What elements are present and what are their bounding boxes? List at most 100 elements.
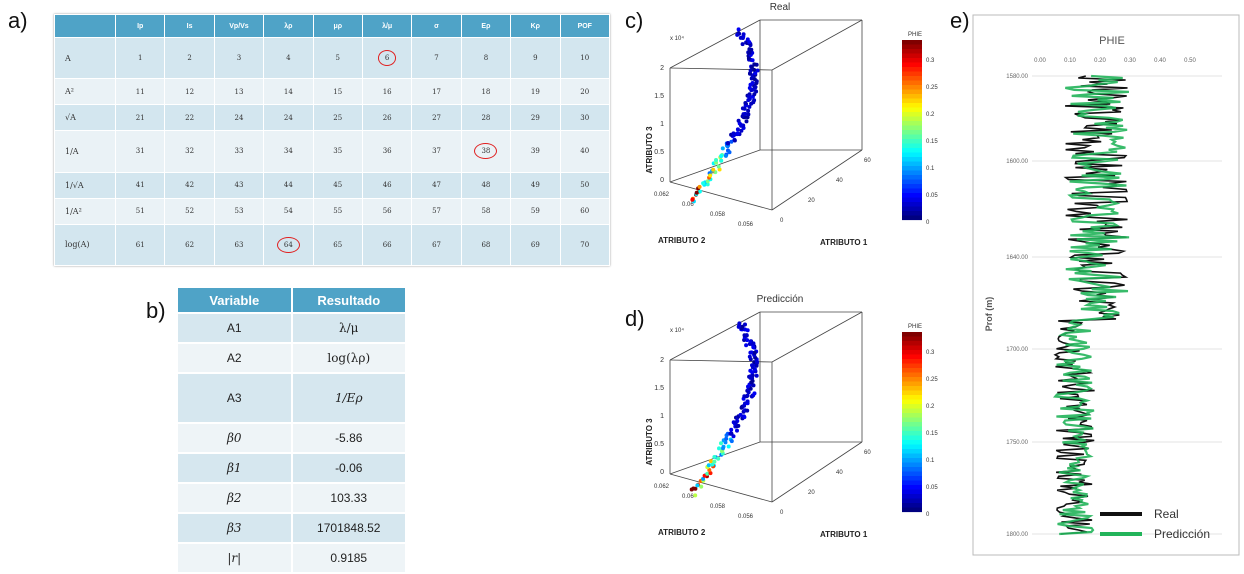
colorbar-segment: [902, 368, 922, 373]
variable-cell: A3: [176, 372, 293, 424]
cell-value: 12: [185, 87, 195, 96]
colorbar-segment: [902, 480, 922, 486]
data-point: [748, 368, 753, 373]
z-tick-label: 1.5: [654, 385, 664, 392]
table-cell: 63: [213, 223, 265, 267]
data-point: [708, 459, 713, 464]
table-row: 1/A² 51 52 53 54 55 56 57 58 59 60: [54, 197, 611, 225]
data-point: [742, 415, 747, 420]
data-point: [744, 119, 749, 124]
row-label: 1/√A: [54, 171, 116, 199]
data-point: [743, 101, 748, 105]
table-cell: 35: [312, 130, 363, 173]
data-point: [755, 68, 760, 73]
colorbar-segment: [902, 395, 922, 400]
data-point: [748, 339, 753, 344]
attribute-index-table: Ip Is Vp/Vs λρ μρ λ/μ σ Eρ Kρ POF A 1 2 3 4 5 6 7 8 9 10 A² 1…: [54, 14, 611, 267]
table-cell: 28: [460, 104, 512, 132]
cell-value: 13: [234, 87, 244, 96]
table-cell: 11: [114, 78, 166, 106]
data-point: [743, 111, 748, 116]
cell-value: 67: [432, 240, 441, 249]
variable-cell: β3: [176, 512, 293, 544]
colorbar-segment: [902, 363, 922, 369]
colorbar-segment: [902, 485, 922, 490]
table-cell: 67: [411, 223, 462, 267]
colorbar-segment: [902, 386, 922, 391]
table-cell: 61: [114, 223, 166, 267]
table-cell: 20: [559, 78, 611, 106]
table-cell: 40: [559, 130, 611, 173]
y-axis-label: ATRIBUTO 2: [658, 236, 706, 245]
z-tick-label: 0: [660, 177, 664, 184]
table-cell: 15: [312, 78, 363, 106]
box-edge: [771, 441, 863, 503]
resultado-cell: 1701848.52: [290, 512, 407, 544]
data-point: [748, 68, 753, 73]
colorbar-segment: [902, 449, 922, 454]
cell-value: 37: [432, 147, 441, 156]
colorbar-segment: [902, 67, 922, 72]
row-label: A: [54, 36, 116, 80]
row-label: log(A): [54, 223, 116, 267]
cell-value: 43: [234, 181, 244, 190]
colorbar-segment: [902, 476, 922, 481]
data-point: [716, 164, 721, 169]
cell-value: 1: [137, 54, 143, 63]
data-point: [729, 139, 734, 144]
table-cell: 30: [559, 104, 611, 132]
cell-value: 34: [283, 147, 293, 156]
y-tick-label: 0.06: [682, 494, 694, 500]
cell-value: 10: [580, 54, 590, 63]
data-point: [735, 428, 739, 433]
table-row: A3 1/Eρ: [176, 372, 407, 424]
z-tick-label: 0.5: [654, 441, 664, 448]
col-header: σ: [411, 14, 462, 38]
data-point: [736, 423, 741, 428]
prediccion-curve: [1052, 74, 1130, 536]
colorbar-segment: [902, 76, 922, 81]
table-cell: 65: [312, 223, 363, 267]
data-point: [735, 131, 740, 136]
colorbar-tick: 0.1: [926, 166, 935, 172]
cell-value: 42: [185, 181, 195, 190]
cell-value: 17: [432, 87, 441, 96]
data-point: [734, 420, 738, 425]
cell-value: 4: [286, 54, 291, 63]
legend-label: Real: [1154, 507, 1179, 521]
data-point: [750, 58, 755, 63]
highlighted-cell-value: 6: [377, 50, 397, 67]
cell-value: 62: [185, 240, 195, 249]
data-point: [697, 184, 702, 189]
table-cell: 57: [411, 197, 462, 225]
z-tick-label: 2: [660, 357, 664, 364]
table-row: log(A) 61 62 63 64 65 66 67 68 69 70: [54, 223, 611, 267]
cell-value: 22: [185, 113, 195, 122]
data-point: [701, 476, 706, 481]
data-point: [701, 181, 706, 186]
data-point: [708, 471, 713, 476]
data-point: [729, 427, 734, 432]
data-point: [747, 94, 751, 99]
cell-value: 25: [333, 113, 343, 122]
colorbar-segment: [902, 89, 922, 95]
table-cell: 46: [361, 171, 413, 199]
data-point: [744, 333, 749, 338]
data-point: [747, 50, 752, 55]
colorbar-tick: 0.2: [926, 404, 935, 410]
real-curve: [1053, 75, 1129, 535]
colorbar-segment: [902, 336, 922, 342]
colorbar-segment: [902, 431, 922, 436]
colorbar-segment: [902, 179, 922, 185]
z-exponent: x 10⁴: [670, 35, 684, 42]
cell-value: 52: [185, 207, 195, 216]
colorbar-tick: 0.15: [926, 431, 938, 437]
colorbar-segment: [902, 444, 922, 450]
cell-value: 30: [580, 113, 590, 122]
y-tick-label: 0.058: [710, 212, 726, 218]
cell-value: 56: [382, 207, 392, 216]
col-header: μρ: [312, 14, 363, 38]
table-row: 1/A 31 32 33 34 35 36 37 38 39 40: [54, 130, 611, 173]
data-point: [742, 106, 747, 111]
table-row: β0 -5.86: [176, 422, 407, 454]
